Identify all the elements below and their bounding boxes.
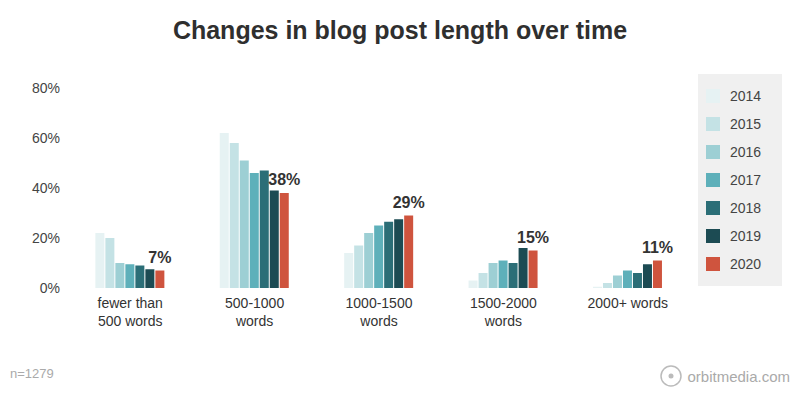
html-text:2016: 2016 xyxy=(730,144,762,160)
svg-text:80%: 80% xyxy=(32,80,60,96)
svg-text:1500-2000: 1500-2000 xyxy=(470,295,537,311)
html-text:orbitmedia.com: orbitmedia.com xyxy=(687,367,790,385)
svg-text:words: words xyxy=(484,313,522,329)
html-text:2014: 2014 xyxy=(730,88,762,104)
html-text:n=1279: n=1279 xyxy=(10,366,54,381)
svg-text:20%: 20% xyxy=(32,230,60,246)
svg-text:fewer than: fewer than xyxy=(98,295,163,311)
svg-text:29%: 29% xyxy=(393,194,425,211)
html-text:2019: 2019 xyxy=(730,228,762,244)
svg-text:40%: 40% xyxy=(32,180,60,196)
svg-text:words: words xyxy=(235,313,273,329)
svg-text:38%: 38% xyxy=(268,171,300,188)
svg-text:7%: 7% xyxy=(148,249,171,266)
svg-text:2000+ words: 2000+ words xyxy=(588,295,669,311)
svg-text:60%: 60% xyxy=(32,130,60,146)
svg-text:500-1000: 500-1000 xyxy=(225,295,284,311)
svg-text:15%: 15% xyxy=(517,229,549,246)
html-text:Changes in blog post length ov: Changes in blog post length over time xyxy=(172,16,628,44)
svg-text:0%: 0% xyxy=(40,280,60,296)
svg-text:500 words: 500 words xyxy=(98,313,163,329)
html-text:2017: 2017 xyxy=(730,172,762,188)
html-text:2018: 2018 xyxy=(730,200,762,216)
svg-text:11%: 11% xyxy=(642,239,673,256)
svg-text:1000-1500: 1000-1500 xyxy=(346,295,413,311)
svg-text:words: words xyxy=(359,313,397,329)
html-text:2015: 2015 xyxy=(730,116,762,132)
html-text:2020: 2020 xyxy=(730,256,762,272)
